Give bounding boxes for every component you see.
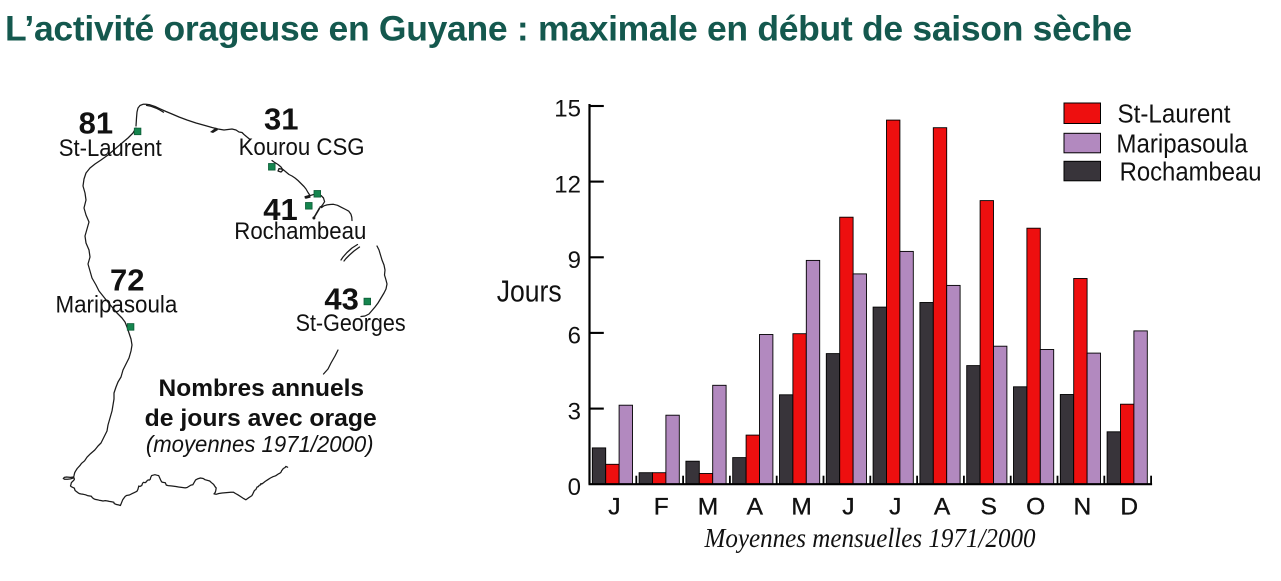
svg-text:N: N xyxy=(1074,494,1092,521)
svg-text:Rochambeau: Rochambeau xyxy=(1120,159,1262,187)
svg-text:Maripasoula: Maripasoula xyxy=(1116,131,1248,159)
svg-text:A: A xyxy=(747,494,764,521)
svg-text:41: 41 xyxy=(263,192,297,227)
svg-text:0: 0 xyxy=(568,474,581,501)
svg-text:de jours avec orage: de jours avec orage xyxy=(145,405,377,432)
svg-text:O: O xyxy=(1026,494,1045,521)
svg-text:S: S xyxy=(981,494,997,521)
svg-text:J: J xyxy=(842,494,854,521)
svg-text:6: 6 xyxy=(568,323,581,350)
svg-text:M: M xyxy=(698,494,718,521)
svg-text:12: 12 xyxy=(554,171,581,198)
svg-text:D: D xyxy=(1120,494,1138,521)
svg-text:31: 31 xyxy=(264,101,298,136)
svg-text:72: 72 xyxy=(110,263,144,298)
svg-text:Maripasoula: Maripasoula xyxy=(56,291,178,318)
svg-text:Jours: Jours xyxy=(497,274,562,309)
svg-text:(moyennes 1971/2000): (moyennes 1971/2000) xyxy=(146,431,374,457)
svg-text:J: J xyxy=(889,494,901,521)
svg-text:Kourou CSG: Kourou CSG xyxy=(239,134,365,161)
svg-text:A: A xyxy=(934,494,951,521)
svg-text:St-Laurent: St-Laurent xyxy=(1118,101,1231,129)
svg-text:L’activité orageuse en Guyane: L’activité orageuse en Guyane : maximale… xyxy=(5,9,1132,49)
svg-text:St-Georges: St-Georges xyxy=(296,310,406,337)
svg-text:J: J xyxy=(608,494,620,521)
svg-text:Rochambeau: Rochambeau xyxy=(234,218,366,245)
svg-text:Moyennes mensuelles 1971/2000: Moyennes mensuelles 1971/2000 xyxy=(704,523,1036,553)
svg-text:43: 43 xyxy=(324,282,358,317)
svg-text:3: 3 xyxy=(568,398,581,425)
svg-text:F: F xyxy=(654,494,669,521)
svg-text:St-Laurent: St-Laurent xyxy=(59,135,162,162)
svg-text:9: 9 xyxy=(568,247,581,274)
svg-text:Nombres annuels: Nombres annuels xyxy=(159,375,365,402)
svg-text:15: 15 xyxy=(554,96,581,123)
svg-text:81: 81 xyxy=(79,106,113,141)
svg-text:M: M xyxy=(791,494,811,521)
